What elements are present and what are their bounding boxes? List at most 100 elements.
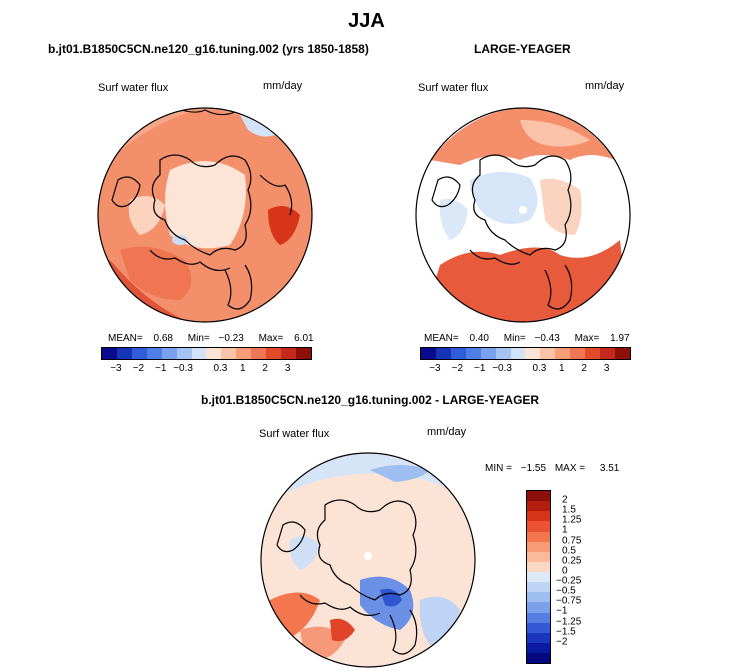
- colorbar-swatch: [527, 521, 550, 532]
- colorbar-tick-label: −2: [132, 363, 145, 374]
- colorbar-swatch: [206, 348, 222, 359]
- colorbar-swatch: [131, 348, 147, 359]
- colorbar-swatch: [570, 348, 586, 359]
- colorbar-swatch: [585, 348, 601, 359]
- colorbar-swatch: [236, 348, 252, 359]
- colorbar-tick-label: −1.5: [556, 626, 576, 638]
- colorbar-swatch: [295, 348, 311, 359]
- panel1-max: 6.01: [294, 333, 314, 344]
- panel2-stats: MEAN= 0.40 Min= −0.43 Max= 1.97: [424, 333, 630, 344]
- panel1-min-label: Min=: [187, 333, 210, 344]
- colorbar-swatch: [555, 348, 571, 359]
- diff-colorbar: [526, 490, 551, 664]
- colorbar-swatch: [421, 348, 436, 359]
- panel2-max: 1.97: [610, 333, 630, 344]
- colorbar-swatch: [527, 572, 550, 583]
- colorbar-swatch: [251, 348, 267, 359]
- colorbar-swatch: [527, 612, 550, 623]
- colorbar-swatch: [480, 348, 496, 359]
- panel1-colorbar: [101, 347, 312, 360]
- panel2-max-label: Max=: [574, 333, 600, 344]
- colorbar-swatch: [102, 348, 117, 359]
- colorbar-tick-label: 1: [559, 363, 565, 374]
- colorbar-tick-label: 1.5: [562, 504, 576, 516]
- colorbar-tick-label: −1: [155, 363, 167, 374]
- colorbar-swatch: [527, 602, 550, 613]
- diff-max-label: MAX =: [554, 463, 586, 474]
- colorbar-tick-label: −1: [474, 363, 486, 374]
- colorbar-swatch: [527, 501, 550, 512]
- colorbar-tick-label: −0.5: [556, 585, 576, 597]
- colorbar-swatch: [527, 561, 550, 572]
- colorbar-tick-label: 2: [562, 494, 568, 506]
- panel1-max-label: Max=: [258, 333, 284, 344]
- colorbar-tick-label: 2: [581, 363, 587, 374]
- colorbar-tick-label: 0: [562, 565, 568, 577]
- colorbar-swatch: [161, 348, 177, 359]
- panel2-min-label: Min=: [503, 333, 526, 344]
- colorbar-swatch: [146, 348, 162, 359]
- colorbar-swatch: [527, 582, 550, 593]
- colorbar-tick-label: −0.75: [556, 595, 582, 607]
- colorbar-tick-label: −1: [556, 605, 568, 617]
- colorbar-tick-label: −2: [556, 636, 568, 648]
- colorbar-tick-label: −3: [110, 363, 122, 374]
- colorbar-swatch: [176, 348, 192, 359]
- diff-variable: Surf water flux: [259, 428, 330, 440]
- colorbar-tick-label: −2: [451, 363, 464, 374]
- colorbar-tick-label: 2: [262, 363, 268, 374]
- colorbar-tick-label: −0.3: [492, 363, 512, 374]
- colorbar-tick-label: 0.3: [532, 363, 547, 374]
- colorbar-swatch: [527, 551, 550, 562]
- panel2-mean: 0.40: [469, 333, 489, 344]
- colorbar-swatch: [527, 642, 550, 653]
- colorbar-swatch: [191, 348, 207, 359]
- panel1-mean-label: MEAN=: [108, 333, 143, 344]
- colorbar-tick-label: 3: [603, 363, 610, 374]
- colorbar-swatch: [600, 348, 615, 359]
- colorbar-swatch: [527, 511, 550, 522]
- panel1-subtitle: b.jt01.B1850C5CN.ne120_g16.tuning.002 (y…: [48, 42, 369, 56]
- colorbar-tick-label: 1: [562, 524, 568, 536]
- diff-colorbar-labels: 2 1.5 1.25 1 0.75 0.5 0.25 0 −0.25 −0.5 −0.75 −1 −1.…: [556, 490, 622, 662]
- colorbar-swatch: [266, 348, 282, 359]
- diff-max: 3.51: [599, 463, 620, 474]
- colorbar-swatch: [540, 348, 556, 359]
- panel2-variable: Surf water flux: [418, 82, 489, 94]
- panel1-mean: 0.68: [153, 333, 173, 344]
- colorbar-swatch: [495, 348, 511, 359]
- main-title: JJA: [348, 10, 385, 32]
- diff-min: −1.55: [520, 463, 547, 474]
- panel1-min: −0.23: [218, 333, 244, 344]
- colorbar-swatch: [281, 348, 296, 359]
- colorbar-swatch: [527, 531, 550, 542]
- colorbar-swatch: [527, 653, 550, 664]
- colorbar-tick-label: 1.25: [562, 514, 582, 526]
- colorbar-swatch: [525, 348, 541, 359]
- colorbar-swatch: [527, 491, 550, 502]
- colorbar-tick-label: 3: [284, 363, 291, 374]
- colorbar-swatch: [527, 592, 550, 603]
- panel2-colorbar: [420, 347, 631, 360]
- panel2-subtitle: LARGE-YEAGER: [474, 42, 571, 56]
- colorbar-swatch: [510, 348, 526, 359]
- colorbar-tick-label: 1: [240, 363, 246, 374]
- colorbar-swatch: [527, 622, 550, 633]
- colorbar-tick-label: 0.5: [562, 545, 576, 557]
- colorbar-tick-label: −3: [429, 363, 441, 374]
- colorbar-tick-label: −0.25: [556, 575, 582, 587]
- panel2-min: −0.43: [534, 333, 560, 344]
- panel1-stats: MEAN= 0.68 Min= −0.23 Max= 6.01: [108, 333, 314, 344]
- diff-units: mm/day: [427, 426, 467, 438]
- panel1-variable: Surf water flux: [98, 82, 169, 94]
- colorbar-swatch: [435, 348, 451, 359]
- colorbar-tick-label: 0.75: [562, 535, 582, 547]
- diff-subtitle: b.jt01.B1850C5CN.ne120_g16.tuning.002 - …: [201, 393, 540, 407]
- colorbar-swatch: [614, 348, 630, 359]
- colorbar-swatch: [221, 348, 237, 359]
- colorbar-swatch: [527, 632, 550, 643]
- colorbar-swatch: [465, 348, 481, 359]
- panel2-mean-label: MEAN=: [424, 333, 459, 344]
- panel2-units: mm/day: [585, 80, 625, 92]
